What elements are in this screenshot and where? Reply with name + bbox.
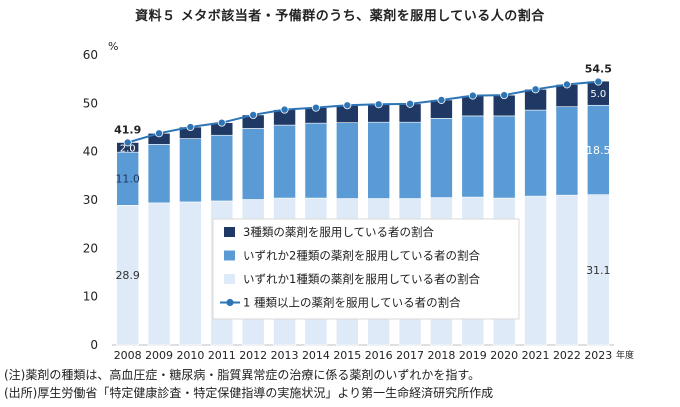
bar-segment-2 <box>555 106 579 196</box>
line-point <box>311 103 320 112</box>
data-label-2008-three: 2.0 <box>120 143 136 154</box>
x-tick-label: 2011 <box>208 349 236 360</box>
line-point <box>217 118 226 127</box>
x-tick-label: 2020 <box>490 349 518 360</box>
line-series <box>127 80 599 144</box>
x-tick-label: 2019 <box>459 349 487 360</box>
bar-segment-2 <box>241 128 265 200</box>
data-label-2023-one: 31.1 <box>586 264 611 277</box>
data-label-2008-one: 28.9 <box>115 269 140 282</box>
line-point <box>186 123 195 132</box>
bar-segment-2 <box>273 124 296 199</box>
legend-label-3: いずれか1種類の薬剤を服用している者の割合 <box>243 272 480 286</box>
bar-segment-1 <box>147 202 171 346</box>
x-tick-label: 2013 <box>271 349 299 360</box>
legend-box <box>212 218 520 320</box>
data-label-2023-total: 54.5 <box>585 63 612 76</box>
bar-segment-2 <box>210 134 234 202</box>
y-axis-unit: % <box>108 40 118 53</box>
line-point <box>343 101 352 110</box>
y-tick-label: 60 <box>83 48 98 62</box>
y-tick-label: 40 <box>83 145 98 159</box>
y-tick-label: 30 <box>83 193 98 207</box>
x-tick-label: 2023 <box>584 349 612 360</box>
legend-swatch-2 <box>224 250 235 261</box>
line-point <box>562 80 571 89</box>
data-label-2008-two: 11.0 <box>115 173 140 186</box>
bar-segment-2 <box>430 118 453 198</box>
line-point <box>468 91 477 100</box>
legend-label-1: 3種類の薬剤を服用している者の割合 <box>243 225 434 239</box>
line-point <box>374 100 383 109</box>
x-tick-label: 2021 <box>522 349 550 360</box>
data-label-2023-two: 18.5 <box>586 144 611 157</box>
line-point <box>594 77 603 86</box>
bar-segment-2 <box>492 115 516 199</box>
footnote-source: (出所)厚生労働省「特定健康診査・特定保健指導の実施状況」より第一生命経済研究所… <box>4 386 494 400</box>
y-tick-label: 20 <box>83 241 98 255</box>
y-tick-label: 50 <box>83 96 98 110</box>
x-tick-label: 2017 <box>396 349 424 360</box>
x-tick-label: 2009 <box>145 349 173 360</box>
line-point <box>280 105 289 114</box>
legend-swatch-3 <box>224 274 235 284</box>
line-point <box>123 138 132 147</box>
x-tick-label: 2016 <box>365 349 393 360</box>
x-tick-label: 2010 <box>176 349 204 360</box>
line-point <box>437 95 446 104</box>
x-tick-label: 2015 <box>333 349 361 360</box>
line-point <box>155 129 164 138</box>
bar-segment-2 <box>461 115 485 198</box>
line-point <box>249 110 258 119</box>
x-tick-label: 2012 <box>239 349 267 360</box>
legend-swatch-marker <box>226 298 234 307</box>
chart-title: 資料５ メタボ該当者・予備群のうち、薬剤を服用している人の割合 <box>135 9 545 24</box>
data-label-2008-total: 41.9 <box>114 123 141 136</box>
bar-segment-2 <box>147 144 171 204</box>
x-tick-label: 2022 <box>553 349 581 360</box>
y-tick-label: 0 <box>90 338 98 352</box>
footnote-note: (注)薬剤の種類は、高血圧症・糖尿病・脂質異常症の治療に係る薬剤のいずれかを指す… <box>4 368 481 382</box>
legend-label-4: 1 種類以上の薬剤を服用している者の割合 <box>243 296 461 310</box>
line-point <box>500 91 509 100</box>
x-tick-label: 2018 <box>427 349 455 360</box>
bar-segment-2 <box>304 122 328 199</box>
legend-label-2: いずれか2種類の薬剤を服用している者の割合 <box>243 249 480 263</box>
bar-segment-2 <box>179 138 202 203</box>
bar-segment-1 <box>179 201 202 346</box>
bar-segment-1 <box>555 194 579 346</box>
x-axis-label: 年度 <box>616 349 634 360</box>
y-tick-label: 10 <box>83 290 98 304</box>
line-point <box>406 99 415 108</box>
bar-segment-2 <box>398 121 422 199</box>
bar-segment-2 <box>524 109 547 197</box>
data-label-2023-three: 5.0 <box>590 89 606 100</box>
bar-segment-1 <box>524 195 547 346</box>
x-tick-label: 2014 <box>302 349 330 360</box>
line-point <box>531 85 540 94</box>
x-tick-label: 2008 <box>114 349 142 360</box>
legend-swatch-1 <box>224 227 235 237</box>
bar-segment-2 <box>367 121 390 199</box>
bar-segment-2 <box>336 122 359 199</box>
